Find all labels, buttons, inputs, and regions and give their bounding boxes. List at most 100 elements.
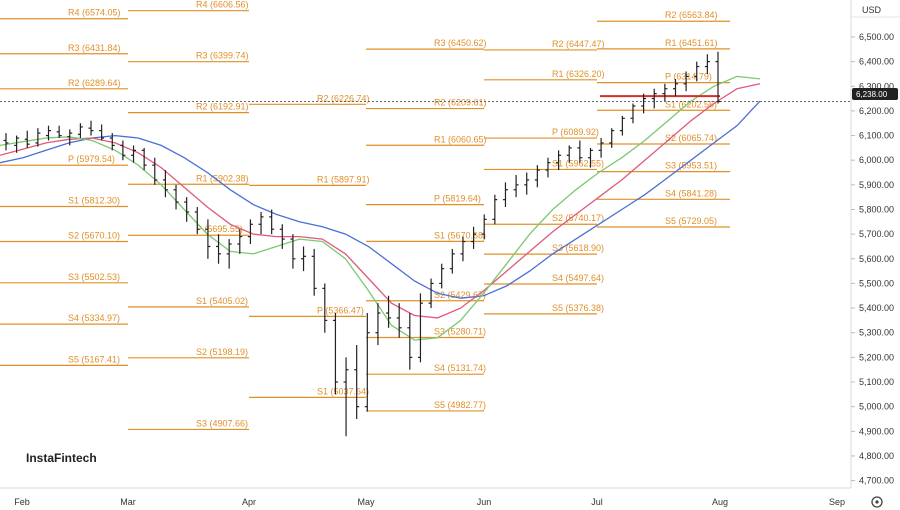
ohlc-bar (609, 128, 615, 148)
time-axis: Feb Mar Apr May Jun Jul Aug Sep (0, 487, 851, 507)
ohlc-bar (46, 125, 52, 141)
pivot-label: R2 (6192.91) (196, 102, 249, 112)
moving-averages (0, 75, 851, 341)
ohlc-bar (226, 239, 232, 269)
price-tick-label: 6,100.00 (859, 131, 894, 141)
pivot-label: S1 (5962.55) (552, 158, 604, 168)
pivot-label: S1 (5037.64) (317, 386, 369, 396)
ohlc-bar (566, 145, 572, 163)
brand-box: InstaFintech (18, 444, 126, 472)
ohlc-bar (471, 226, 477, 249)
price-tick-label: 5,000.00 (859, 402, 894, 412)
ohlc-bar (311, 248, 317, 296)
last-price-tag: 6,238.00 (852, 88, 898, 100)
price-tick-label: 5,400.00 (859, 303, 894, 313)
pivot-label: S2 (5670.10) (68, 231, 120, 241)
ohlc-bar (67, 129, 73, 146)
price-tick-label: 4,700.00 (859, 476, 894, 486)
ohlc-bar (428, 278, 434, 309)
ohlc-bar (662, 83, 668, 102)
ohlc-bar (24, 130, 30, 148)
month-label: Jun (477, 497, 492, 507)
pivot-label: S1 (5405.02) (196, 296, 248, 306)
ohlc-bar (534, 165, 540, 188)
pivot-label: R1 (6060.65) (434, 134, 487, 144)
ohlc-bar (173, 184, 179, 210)
month-label: Aug (712, 497, 728, 507)
ohlc-bar (386, 295, 392, 328)
price-tick-label: 5,800.00 (859, 204, 894, 214)
pivot-label: S4 (5131.74) (434, 363, 486, 373)
ohlc-bar (407, 313, 413, 370)
pivot-label: P (5695.55) (196, 224, 243, 234)
ohlc-bar (460, 236, 466, 262)
settings-gear-icon[interactable] (871, 496, 883, 508)
ohlc-bar (258, 211, 264, 235)
ohlc-bar (269, 209, 275, 235)
price-tick-label: 5,100.00 (859, 377, 894, 387)
pivot-levels: R4 (6574.05) R3 (6431.84) R2 (6289.64) P (5… (0, 0, 730, 431)
ohlc-bar (364, 313, 370, 412)
pivot-label: R2 (6209.61) (434, 98, 487, 108)
pivot-label: R3 (6431.84) (68, 43, 121, 53)
pivot-label: S5 (5376.38) (552, 303, 604, 313)
ohlc-bar (524, 172, 530, 195)
ohlc-bar (184, 197, 190, 222)
pivot-label: S4 (5497.64) (552, 273, 604, 283)
ohlc-bar (630, 103, 636, 124)
ohlc-bar (3, 133, 9, 151)
last-price-text: 6,238.00 (856, 90, 888, 99)
pivot-label: P (5979.54) (68, 154, 115, 164)
pivot-label: P (6089.92) (552, 127, 599, 137)
ohlc-bar (641, 93, 647, 114)
month-label: Feb (14, 497, 30, 507)
ohlc-bar (237, 229, 243, 254)
ohlc-bar (513, 174, 519, 198)
ohlc-bar (279, 224, 285, 249)
ohlc-bar (672, 78, 678, 97)
ohlc-bar (354, 345, 360, 419)
price-axis: 6,500.00 6,400.00 6,300.00 6,200.00 6,100.00… (850, 0, 894, 488)
ohlc-bar (694, 61, 700, 82)
ohlc-bar (375, 303, 381, 346)
ohlc-bar (35, 128, 41, 147)
price-tick-label: 5,500.00 (859, 278, 894, 288)
ohlc-bar (556, 150, 562, 171)
pivot-label: S2 (5429.67) (434, 290, 486, 300)
price-tick-label: 6,200.00 (859, 106, 894, 116)
pivot-label: R2 (6563.84) (665, 10, 718, 20)
ohlc-bar (216, 234, 222, 264)
ohlc-bar (502, 182, 508, 208)
pivot-label: R4 (6606.56) (196, 0, 249, 10)
price-tick-label: 5,300.00 (859, 328, 894, 338)
pivot-label: S5 (4982.77) (434, 400, 486, 410)
month-label: Mar (120, 497, 136, 507)
pivot-label: P (5366.47) (317, 305, 364, 315)
ema-slow-line (0, 100, 761, 299)
price-tick-label: 6,400.00 (859, 57, 894, 67)
pivot-label: S3 (5953.51) (665, 161, 717, 171)
month-label: May (357, 497, 375, 507)
ohlc-bar (545, 157, 551, 178)
ohlc-bar (301, 246, 307, 272)
ohlc-bar (14, 135, 20, 153)
ohlc-bar (162, 170, 168, 198)
ohlc-bar (247, 219, 253, 244)
ohlc-bar (396, 303, 402, 338)
ohlc-bar (88, 120, 94, 136)
price-tick-label: 5,700.00 (859, 229, 894, 239)
pivot-label: S2 (6065.74) (665, 133, 717, 143)
pivot-label: R3 (6399.74) (196, 51, 249, 61)
pivot-label: R4 (6574.05) (68, 8, 121, 18)
pivot-label: S1 (5812.30) (68, 195, 120, 205)
pivot-label: R2 (6226.74) (317, 93, 370, 103)
ohlc-bar (77, 123, 83, 139)
pivot-label: S2 (5740.17) (552, 213, 604, 223)
ohlc-bar (205, 219, 211, 259)
ohlc-bar (343, 357, 349, 437)
pivot-label: S4 (5841.28) (665, 188, 717, 198)
pivot-label: S3 (5502.53) (68, 272, 120, 282)
ohlc-bar (417, 293, 423, 363)
ohlc-bar (322, 283, 328, 333)
